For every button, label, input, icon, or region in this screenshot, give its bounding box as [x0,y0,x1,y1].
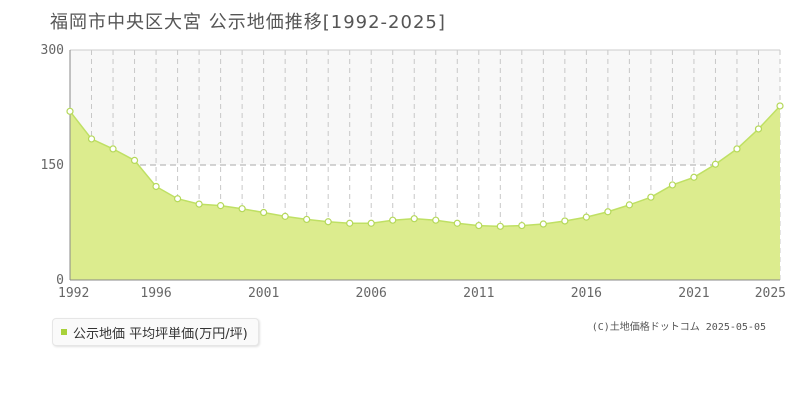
data-point [582,213,590,221]
legend-swatch [61,329,67,335]
data-point [690,173,698,181]
data-point [217,202,225,210]
data-point [109,145,117,153]
copyright: (C)土地価格ドットコム 2025-05-05 [591,322,766,333]
data-point [238,205,246,213]
x-tick-label: 2001 [248,286,279,301]
x-tick-label: 2016 [571,286,602,301]
x-tick-label: 2006 [356,286,387,301]
x-tick-label: 2011 [463,286,494,301]
data-point [389,216,397,224]
data-point [195,200,203,208]
data-point [776,102,784,110]
data-point [625,201,633,209]
x-tick-label: 1992 [58,286,89,301]
legend-label: 公示地価 平均坪単価(万円/坪) [73,326,248,342]
data-point [173,195,182,203]
series-area [70,105,780,280]
x-tick-label: 1996 [140,286,171,301]
x-tick-label: 2025 [755,286,786,301]
data-point [561,217,569,225]
y-tick-label: 150 [41,158,64,173]
data-point [539,220,547,228]
data-point [324,218,332,226]
data-point [754,125,763,133]
legend: 公示地価 平均坪単価(万円/坪) [52,318,259,346]
data-point [130,156,139,164]
y-tick-label: 300 [41,43,64,58]
data-point [367,219,375,227]
data-point [87,135,96,143]
x-tick-label: 2021 [678,286,709,301]
data-point [152,182,160,191]
y-tick-label: 0 [56,273,64,288]
data-point [303,215,311,224]
data-point [281,212,289,220]
data-point [475,221,483,230]
series-line [69,105,781,228]
data-point [453,219,461,227]
data-point [711,160,720,168]
data-point [733,145,741,153]
data-point [66,107,74,115]
data-point [432,216,440,224]
data-point [260,208,268,217]
data-point [410,215,418,223]
chart-title: 福岡市中央区大宮 公示地価推移[1992-2025] [50,12,446,33]
plot-band [70,50,780,165]
data-point [346,219,354,227]
data-point [604,208,612,216]
data-point [518,221,526,230]
data-point [647,193,655,201]
data-point [496,222,504,230]
data-point [668,181,677,189]
